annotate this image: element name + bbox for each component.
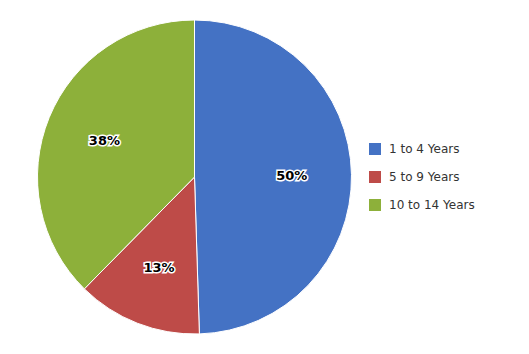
legend-swatch [369,171,381,183]
chart: 50% 13% 38% 1 to 4 Years 5 to 9 Years 10 to 1… [0,0,529,354]
pie-slice [37,20,194,289]
legend-label: 5 to 9 Years [389,170,459,184]
legend-label: 1 to 4 Years [389,142,459,156]
data-label: 38% [89,133,120,148]
pie-slice [195,20,352,334]
data-labels: 50% 13% 38% [89,133,308,276]
legend-swatch [369,143,381,155]
pie [37,20,351,334]
legend-item: 10 to 14 Years [369,198,475,212]
legend-label: 10 to 14 Years [389,198,475,212]
data-label: 13% [143,260,174,275]
data-label: 50% [276,168,307,183]
legend: 1 to 4 Years 5 to 9 Years 10 to 14 Years [369,142,475,212]
legend-item: 5 to 9 Years [369,170,459,184]
legend-item: 1 to 4 Years [369,142,459,156]
legend-swatch [369,199,381,211]
